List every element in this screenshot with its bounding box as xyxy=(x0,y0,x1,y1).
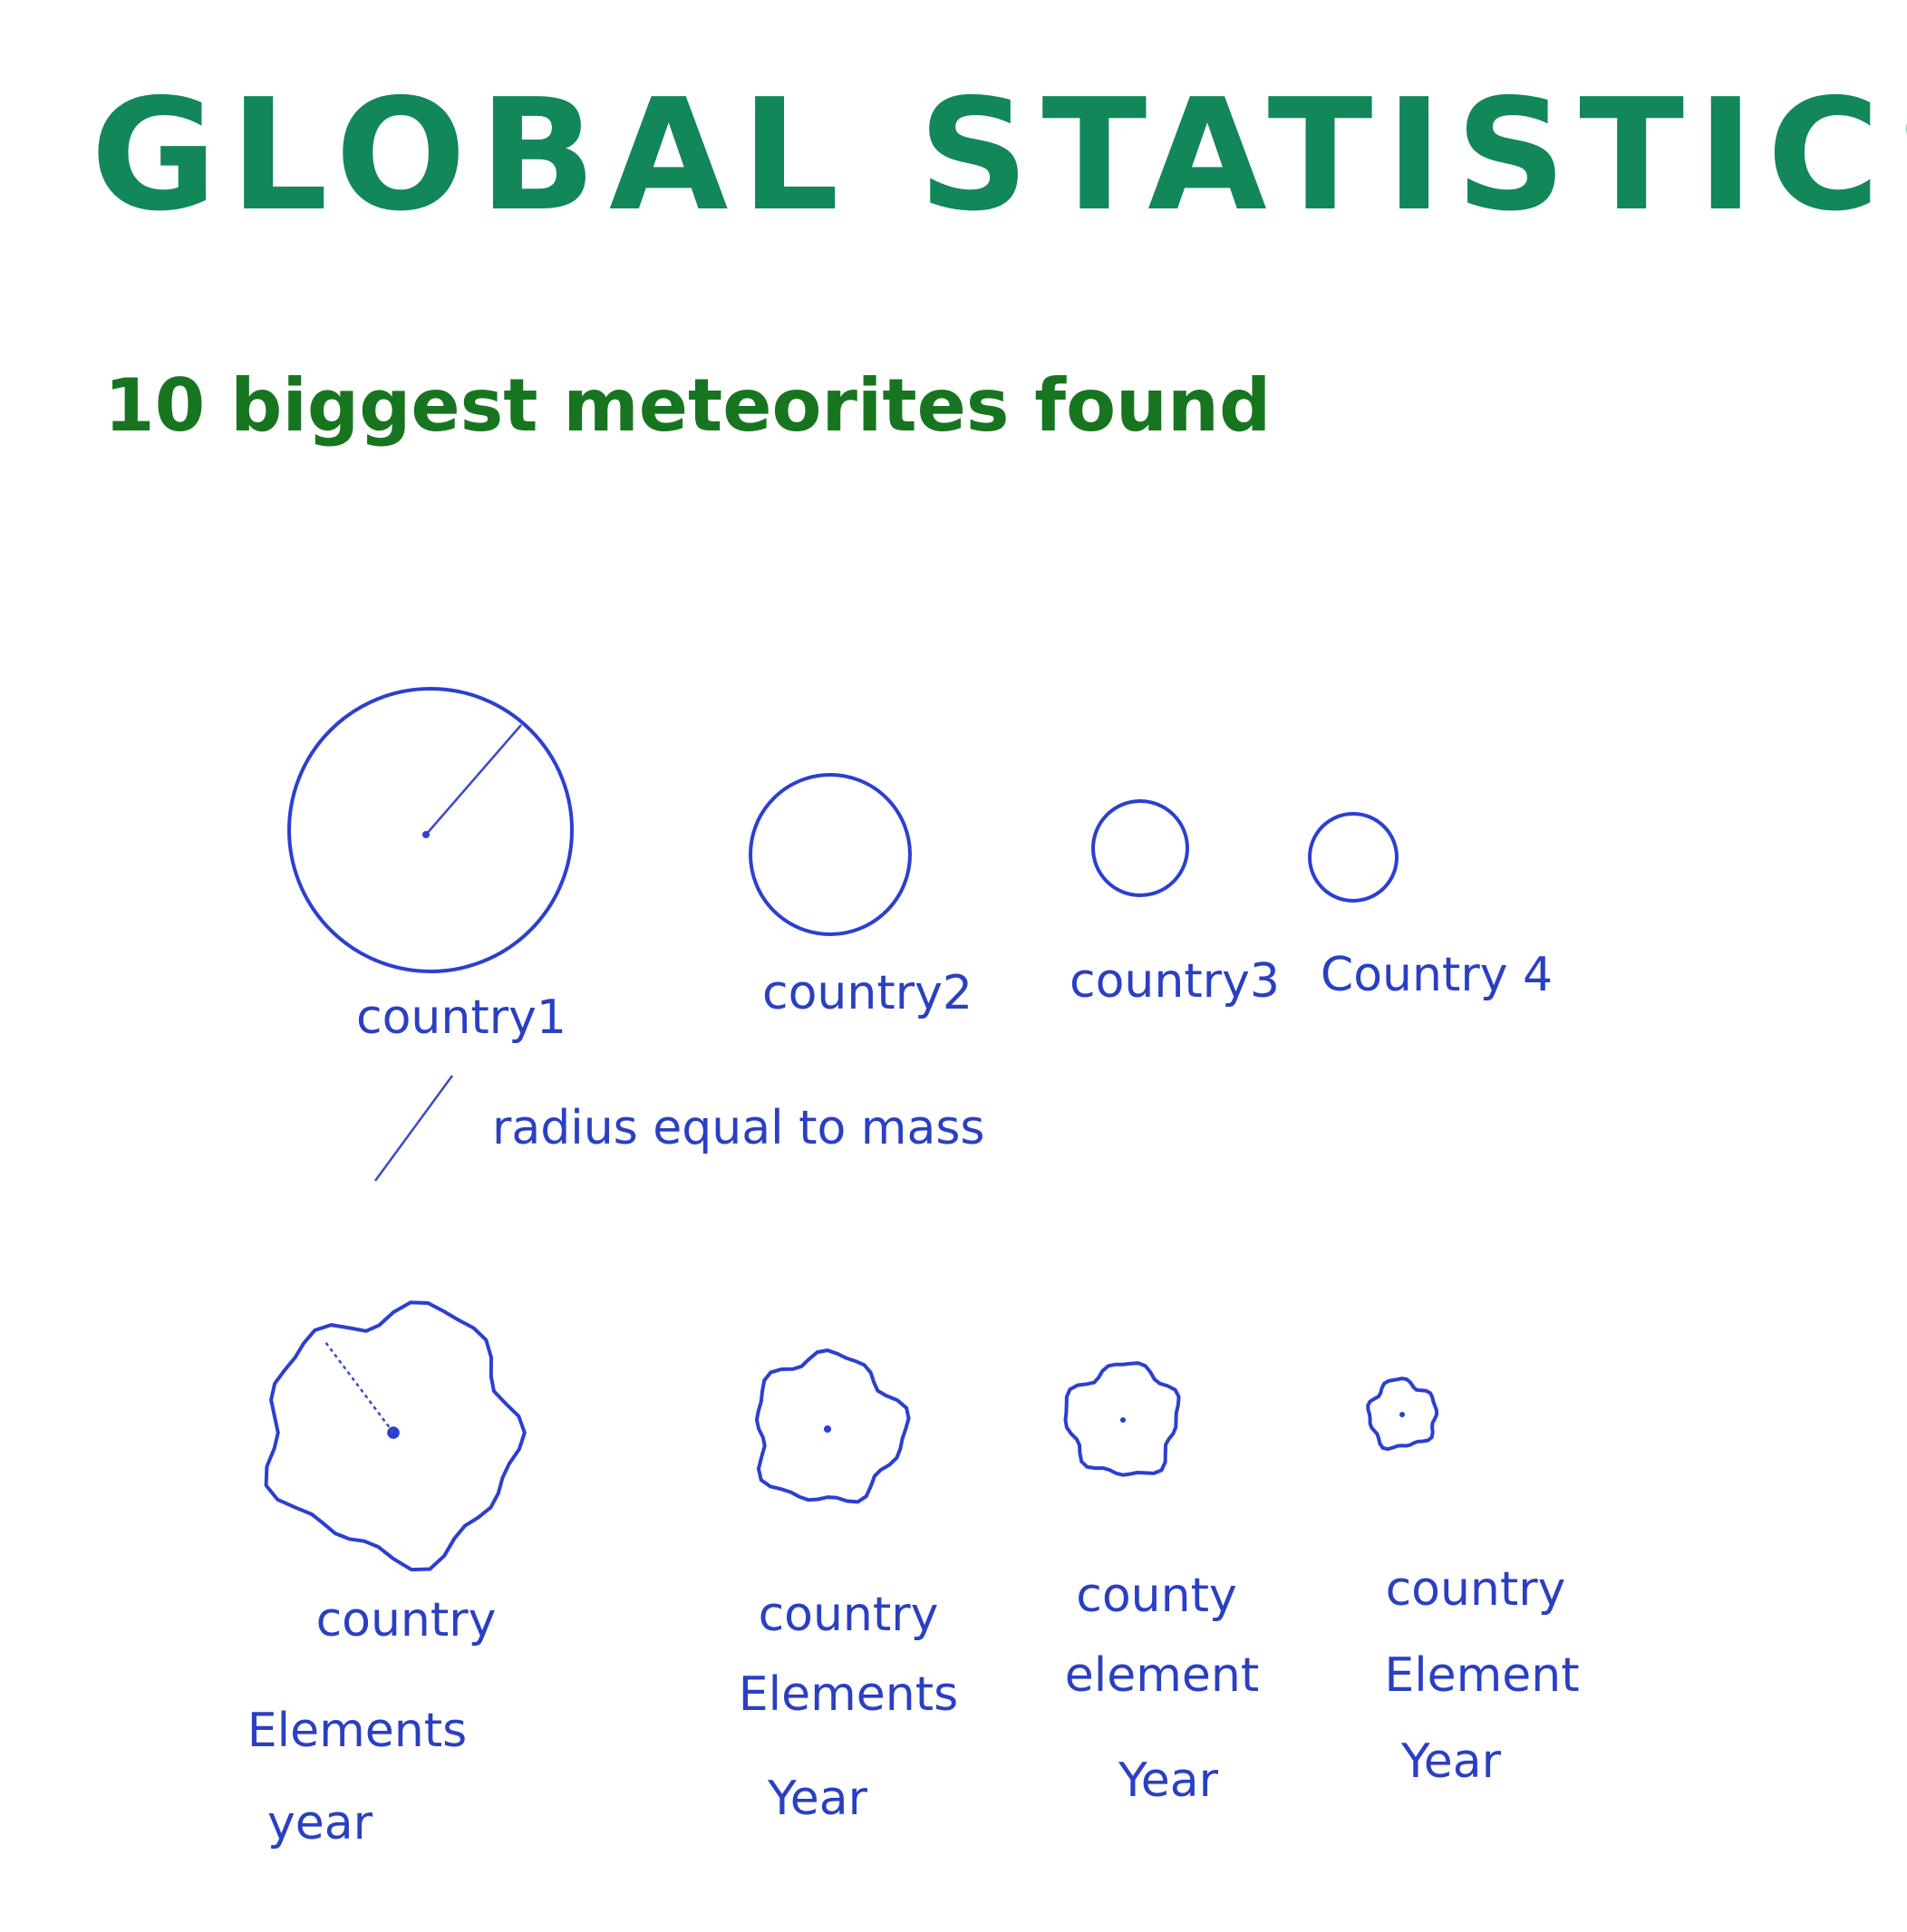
center-dot xyxy=(422,831,430,838)
radius-line xyxy=(324,1341,394,1434)
circle xyxy=(1308,812,1399,903)
label: Elements xyxy=(739,1667,958,1722)
label: Element xyxy=(1384,1648,1579,1703)
label: Country 4 xyxy=(1321,948,1553,1002)
label: country xyxy=(316,1593,497,1647)
label: country1 xyxy=(356,990,566,1045)
radius-line xyxy=(425,724,522,836)
label: element xyxy=(1065,1648,1259,1703)
meteorite-blob xyxy=(1063,1361,1181,1477)
meteorite-blob xyxy=(754,1348,911,1504)
title: GLOBAL STATISTICS xyxy=(91,66,1907,246)
annotation-line xyxy=(373,1075,454,1182)
label: country xyxy=(759,1588,939,1642)
label: Year xyxy=(1118,1753,1219,1808)
circle xyxy=(749,773,912,936)
circle xyxy=(287,687,574,973)
label: country3 xyxy=(1070,954,1280,1009)
meteorite-blob xyxy=(264,1300,527,1572)
subtitle: 10 biggest meteorites found xyxy=(104,363,1271,448)
center-dot xyxy=(1119,1416,1127,1424)
meteorite-blob xyxy=(1366,1377,1439,1452)
label: year xyxy=(267,1796,373,1850)
row-2: country Elements year country Elements Year co… xyxy=(247,1300,1580,1850)
center-dot xyxy=(823,1425,832,1434)
label: Elements xyxy=(247,1704,467,1758)
label: country xyxy=(1386,1562,1566,1617)
label: country2 xyxy=(762,966,973,1020)
circle xyxy=(1091,799,1189,897)
label: county xyxy=(1076,1569,1236,1623)
center-dot xyxy=(1399,1412,1405,1417)
label: Year xyxy=(767,1772,868,1826)
annotation: radius equal to mass xyxy=(492,1101,985,1155)
label: Year xyxy=(1400,1734,1502,1789)
